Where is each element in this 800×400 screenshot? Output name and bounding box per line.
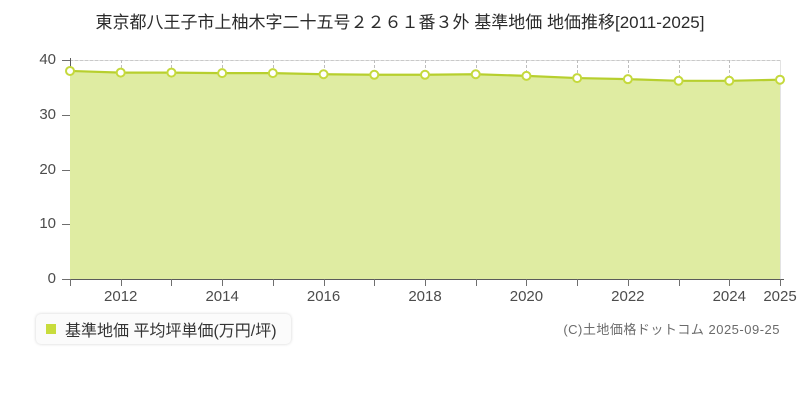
x-tick-label: 2012 [104, 288, 138, 305]
x-axis-line [62, 279, 784, 280]
legend-swatch-icon [46, 324, 56, 334]
y-tick-label: 20 [39, 160, 56, 178]
x-gridline [374, 60, 376, 279]
x-tick-label: 2018 [408, 288, 442, 305]
x-gridline [272, 60, 274, 279]
x-gridline [729, 60, 731, 279]
x-gridline [222, 60, 224, 279]
y-tick-label: 30 [39, 105, 56, 123]
x-tick-label: 2025 [763, 288, 797, 305]
x-gridline [475, 60, 477, 279]
x-tick-mark [475, 279, 477, 286]
y-tick-label: 10 [39, 215, 56, 233]
x-gridline [120, 60, 122, 279]
x-gridline [678, 60, 680, 279]
x-tick-mark [171, 279, 173, 286]
x-tick-mark [577, 279, 579, 286]
x-tick-label: 2022 [611, 288, 645, 305]
y-tick-mark [62, 114, 70, 116]
y-tick-label: 40 [39, 51, 56, 68]
x-tick-label: 2016 [306, 288, 341, 305]
x-tick-mark [272, 279, 274, 286]
x-tick-mark [526, 279, 528, 286]
x-tick-mark [222, 279, 224, 286]
x-tick-label: 2014 [205, 288, 239, 305]
x-gridline [627, 60, 629, 279]
x-tick-mark [374, 279, 376, 286]
y-tick-mark [62, 224, 70, 226]
y-tick-mark [62, 279, 70, 280]
legend-label: 基準地価 平均坪単価(万円/坪) [65, 323, 277, 340]
x-tick-mark [323, 279, 325, 286]
y-axis-line [70, 58, 71, 281]
x-tick-mark [729, 279, 731, 286]
x-gridline [171, 60, 173, 279]
x-tick-label: 2020 [509, 288, 544, 305]
footer-credit: (C)土地価格ドットコム 2025-09-25 [563, 322, 780, 337]
plot-frame-right-border [780, 60, 781, 279]
x-gridline [425, 60, 426, 279]
chart-title: 東京都八王子市上柚木字二十五号２２６１番３外 基準地価 地価推移[2011-20… [95, 13, 705, 32]
x-gridline [526, 60, 528, 279]
legend[interactable]: 基準地価 平均坪単価(万円/坪) [36, 314, 291, 344]
x-tick-mark [425, 279, 426, 286]
x-tick-mark [678, 279, 680, 286]
x-gridline [577, 60, 579, 279]
y-tick-mark [62, 169, 70, 171]
x-tick-mark [780, 279, 781, 286]
x-tick-label: 2024 [712, 288, 746, 305]
y-tick-label: 0 [47, 270, 56, 287]
y-tick-mark [62, 60, 70, 61]
x-gridline [323, 60, 325, 279]
x-tick-mark [120, 279, 122, 286]
x-tick-mark [627, 279, 629, 286]
x-tick-mark [70, 279, 71, 286]
